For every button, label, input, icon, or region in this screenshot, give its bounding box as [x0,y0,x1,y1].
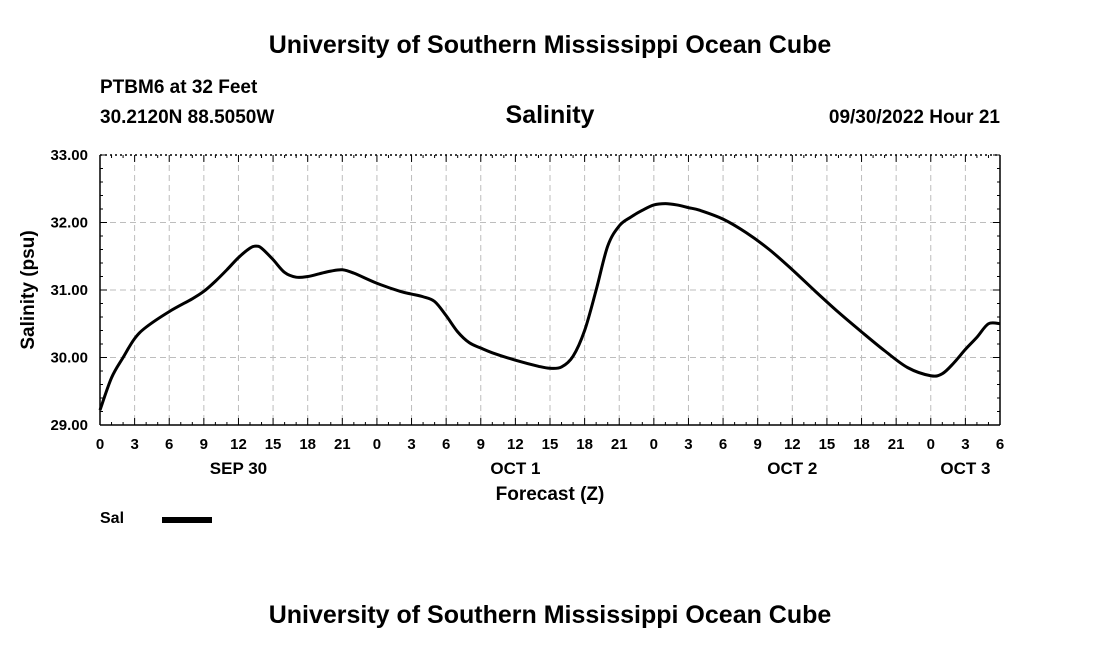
x-tick-label: 0 [927,436,935,453]
x-tick-label: 15 [542,436,559,453]
page-title: University of Southern Mississippi Ocean… [268,31,832,59]
x-tick-label: 6 [165,436,173,453]
x-tick-label: 15 [819,436,836,453]
y-tick-labels: 29.00 30.00 31.00 32.00 33.00 [50,147,88,434]
x-tick-labels: 0 3 6 9 12 15 18 21 0 3 6 9 12 15 18 21 0 3 6 9 12 15 18 21 0 3 6 [96,436,1004,453]
x-tick-label: 18 [576,436,593,453]
x-tick-label: 3 [961,436,969,453]
x-tick-label: 21 [334,436,351,453]
x-tick-label: 21 [611,436,628,453]
x-tick-label: 3 [407,436,415,453]
x-tick-label: 3 [130,436,138,453]
x-tick-label: 0 [373,436,381,453]
date-labels: SEP 30 OCT 1 OCT 2 OCT 3 [210,459,991,478]
x-tick-label: 18 [853,436,870,453]
x-tick-label: 9 [754,436,762,453]
x-tick-label: 0 [650,436,658,453]
axis-ticks [99,154,1001,426]
date-label: OCT 3 [940,459,990,478]
series-group [98,202,1001,411]
y-axis-label: Salinity (psu) [18,230,39,349]
station-label: PTBM6 at 32 Feet [100,77,258,98]
y-tick-label: 33.00 [50,147,88,164]
x-tick-label: 6 [996,436,1004,453]
y-tick-label: 29.00 [50,417,88,434]
x-tick-label: 9 [200,436,208,453]
x-tick-label: 6 [719,436,727,453]
date-label: SEP 30 [210,459,267,478]
x-tick-label: 9 [477,436,485,453]
x-tick-label: 12 [230,436,247,453]
coordinates-label: 30.2120N 88.5050W [100,107,275,128]
y-tick-label: 31.00 [50,282,88,299]
x-tick-label: 18 [299,436,316,453]
x-tick-label: 12 [507,436,524,453]
date-label: OCT 2 [767,459,817,478]
x-tick-label: 15 [265,436,282,453]
forecast-datetime: 09/30/2022 Hour 21 [828,107,1000,128]
x-tick-label: 3 [684,436,692,453]
x-axis-label: Forecast (Z) [496,484,605,505]
x-tick-label: 12 [784,436,801,453]
series-line-sal [98,202,1001,411]
chart-title: Salinity [505,101,595,129]
legend-line-swatch [162,517,212,523]
footer-title: University of Southern Mississippi Ocean… [268,601,832,629]
date-label: OCT 1 [490,459,540,478]
y-tick-label: 32.00 [50,215,88,232]
legend-label: Sal [100,510,125,527]
y-tick-label: 30.00 [50,350,88,367]
grid-lines [100,155,1000,425]
x-tick-label: 0 [96,436,104,453]
x-tick-label: 21 [888,436,905,453]
x-tick-label: 6 [442,436,450,453]
